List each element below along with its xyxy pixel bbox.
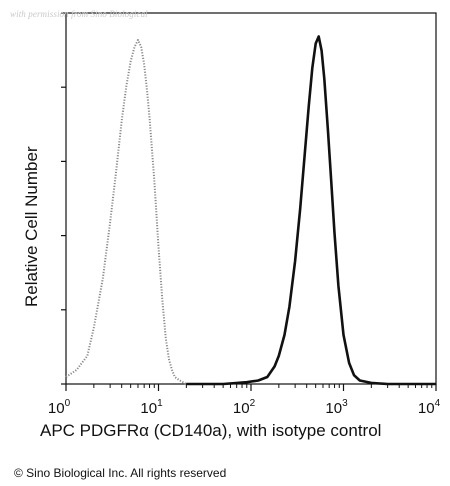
x-tick-label: 101 — [140, 398, 163, 417]
y-axis-label: Relative Cell Number — [22, 146, 41, 307]
y-axis-ticks — [61, 12, 66, 385]
x-tick-label: 103 — [325, 398, 348, 417]
isotype-control-histogram — [65, 39, 187, 385]
x-tick-label: 102 — [233, 398, 256, 417]
x-axis-label: APC PDGFRα (CD140a), with isotype contro… — [40, 421, 382, 440]
copyright-footer: © Sino Biological Inc. All rights reserv… — [14, 466, 227, 480]
plot-frame — [65, 12, 437, 385]
pdgfra-histogram — [186, 35, 436, 386]
x-axis-ticks: 100 101 102 103 104 — [48, 384, 441, 417]
series-layer — [65, 35, 436, 386]
x-tick-label: 104 — [418, 398, 441, 417]
watermark-text: with permission from Sino Biological — [10, 9, 148, 19]
x-tick-label: 100 — [48, 398, 71, 417]
